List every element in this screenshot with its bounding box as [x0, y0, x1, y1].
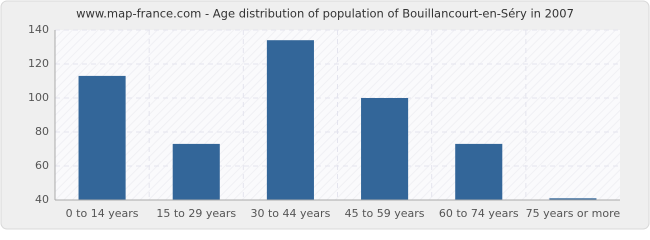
y-tick-label: 80 — [35, 125, 49, 138]
bar — [172, 143, 220, 200]
y-tick-label: 140 — [28, 23, 49, 36]
y-tick-label: 40 — [35, 193, 49, 206]
x-tick-label: 0 to 14 years — [66, 207, 139, 220]
x-tick-label: 60 to 74 years — [439, 207, 519, 220]
chart-title: www.map-france.com - Age distribution of… — [76, 7, 574, 21]
bar — [455, 143, 503, 200]
bar — [78, 75, 126, 200]
x-tick-label: 30 to 44 years — [251, 207, 331, 220]
x-tick-label: 45 to 59 years — [345, 207, 425, 220]
bar — [549, 198, 597, 200]
y-tick-label: 60 — [35, 159, 49, 172]
x-tick-label: 75 years or more — [526, 207, 621, 220]
bar — [266, 40, 314, 201]
y-tick-label: 100 — [28, 91, 49, 104]
x-tick-label: 15 to 29 years — [156, 207, 236, 220]
y-tick-label: 120 — [28, 57, 49, 70]
chart: www.map-france.com - Age distribution of… — [0, 0, 650, 230]
bar — [361, 98, 409, 200]
